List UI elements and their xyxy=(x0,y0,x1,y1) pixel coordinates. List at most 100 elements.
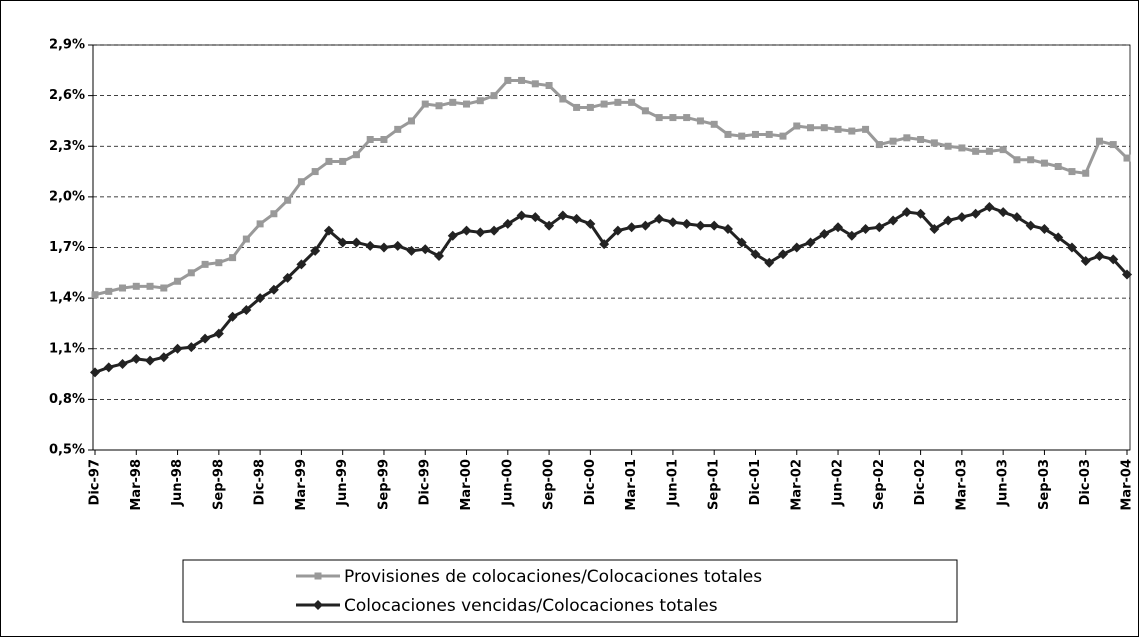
point xyxy=(929,223,940,234)
x-tick-label: Dic-02 xyxy=(913,459,928,505)
point xyxy=(201,260,209,268)
point xyxy=(834,125,842,133)
point xyxy=(612,225,623,236)
legend-marker xyxy=(313,600,323,610)
x-tick-label: Dic-01 xyxy=(748,459,763,505)
point xyxy=(888,215,899,226)
point xyxy=(571,213,582,224)
point xyxy=(970,208,981,219)
point xyxy=(186,342,197,353)
point xyxy=(972,147,980,155)
point xyxy=(1109,141,1117,149)
point xyxy=(695,220,706,231)
point xyxy=(778,249,788,260)
x-tick-label: Sep-02 xyxy=(872,459,887,510)
point xyxy=(943,215,954,226)
x-tick-label: Dic-03 xyxy=(1078,459,1093,505)
point xyxy=(641,107,649,115)
point xyxy=(640,220,651,231)
point xyxy=(1066,242,1077,253)
point xyxy=(860,223,871,234)
plot-border xyxy=(92,44,1131,451)
x-tick-label: Jun-99 xyxy=(335,459,350,507)
point xyxy=(339,157,347,165)
point xyxy=(819,229,830,239)
point xyxy=(917,136,925,143)
x-tick-label: Mar-03 xyxy=(954,459,969,511)
point xyxy=(903,134,911,142)
point xyxy=(490,92,498,100)
point xyxy=(654,213,665,224)
y-tick-label: 2,0% xyxy=(49,189,85,204)
point xyxy=(435,102,443,110)
point xyxy=(901,207,912,218)
point xyxy=(131,353,142,364)
point xyxy=(229,254,237,262)
point xyxy=(738,132,746,140)
point xyxy=(846,230,857,241)
x-tick-label: Dic-00 xyxy=(583,459,598,505)
point xyxy=(998,207,1009,218)
point xyxy=(626,222,637,233)
point xyxy=(337,237,348,248)
point xyxy=(187,269,195,277)
point xyxy=(1108,254,1119,265)
x-tick-label: Mar-01 xyxy=(624,459,639,511)
point xyxy=(268,284,279,295)
y-tick-label: 1,7% xyxy=(49,240,85,255)
point xyxy=(750,249,761,260)
x-tick-label: Sep-00 xyxy=(542,459,557,510)
x-tick-label: Mar-99 xyxy=(294,459,309,511)
point xyxy=(1054,163,1062,170)
point xyxy=(984,202,995,212)
point xyxy=(174,277,182,285)
point xyxy=(875,141,883,149)
point xyxy=(559,95,567,103)
y-tick-label: 0,5% xyxy=(49,443,85,458)
point xyxy=(242,235,250,243)
point xyxy=(213,328,224,339)
point xyxy=(270,210,278,218)
point xyxy=(530,212,541,223)
series-line xyxy=(94,78,1129,297)
point xyxy=(764,257,775,268)
point xyxy=(103,362,114,373)
point xyxy=(586,103,594,111)
point xyxy=(434,250,444,261)
x-tick-label: Mar-98 xyxy=(129,459,144,511)
point xyxy=(1040,159,1048,167)
point xyxy=(256,220,264,228)
point xyxy=(463,100,471,108)
point xyxy=(311,168,319,176)
point xyxy=(380,136,388,143)
point xyxy=(1122,269,1132,280)
point xyxy=(449,98,457,106)
legend-box xyxy=(182,559,958,623)
point xyxy=(215,259,223,267)
point xyxy=(848,127,856,135)
point xyxy=(447,230,458,241)
point xyxy=(833,222,844,233)
x-tick-label: Jun-00 xyxy=(500,459,515,507)
x-tick-label: Sep-99 xyxy=(376,459,391,510)
point xyxy=(310,245,321,256)
point xyxy=(132,282,140,290)
x-tick-label: Dic-99 xyxy=(418,459,433,505)
point xyxy=(585,218,596,229)
point xyxy=(999,146,1007,154)
point xyxy=(351,237,362,248)
x-tick-label: Jun-98 xyxy=(170,459,185,507)
point xyxy=(779,132,787,140)
point xyxy=(392,240,403,251)
point xyxy=(736,237,747,248)
point xyxy=(91,291,99,299)
point xyxy=(724,130,732,138)
point xyxy=(1068,168,1076,176)
point xyxy=(227,311,238,322)
x-tick-label: Jun-03 xyxy=(996,459,1011,507)
point xyxy=(820,124,828,132)
x-tick-label: Sep-01 xyxy=(707,459,722,510)
y-tick-label: 2,3% xyxy=(49,139,85,154)
point xyxy=(297,178,305,186)
point xyxy=(628,98,636,106)
